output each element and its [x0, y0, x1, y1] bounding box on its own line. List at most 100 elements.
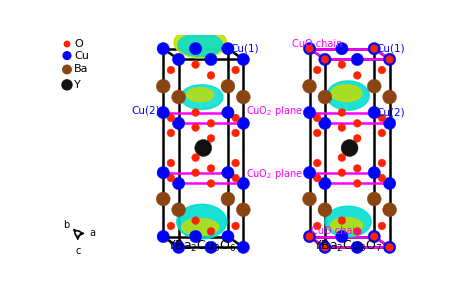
- Circle shape: [207, 135, 214, 142]
- Circle shape: [156, 79, 170, 93]
- Circle shape: [189, 43, 201, 55]
- Circle shape: [353, 119, 360, 127]
- Circle shape: [385, 244, 393, 251]
- Circle shape: [221, 166, 234, 179]
- Circle shape: [383, 241, 395, 253]
- Circle shape: [377, 222, 385, 230]
- Circle shape: [172, 241, 184, 253]
- Circle shape: [167, 129, 174, 137]
- Circle shape: [172, 177, 184, 190]
- Circle shape: [171, 203, 185, 217]
- Circle shape: [318, 177, 330, 190]
- Text: Cu: Cu: [74, 50, 89, 61]
- Circle shape: [305, 45, 313, 52]
- Circle shape: [207, 180, 214, 187]
- Circle shape: [204, 53, 217, 66]
- Circle shape: [350, 53, 363, 66]
- Circle shape: [377, 174, 385, 182]
- Text: Y: Y: [74, 80, 80, 90]
- Circle shape: [313, 159, 320, 167]
- Circle shape: [167, 114, 174, 122]
- Ellipse shape: [186, 88, 213, 102]
- Text: YBa$_2$Cu$_3$O$_6$: YBa$_2$Cu$_3$O$_6$: [167, 239, 236, 254]
- Circle shape: [207, 164, 214, 172]
- Text: Cu(2): Cu(2): [131, 106, 160, 116]
- Circle shape: [367, 166, 379, 179]
- Circle shape: [220, 79, 234, 93]
- Circle shape: [302, 79, 316, 93]
- Circle shape: [317, 203, 331, 217]
- Circle shape: [383, 117, 395, 129]
- Circle shape: [194, 139, 211, 157]
- Text: CuO chain: CuO chain: [310, 226, 361, 236]
- Circle shape: [303, 166, 315, 179]
- Circle shape: [303, 106, 315, 119]
- Circle shape: [340, 139, 357, 157]
- Circle shape: [207, 227, 214, 235]
- Text: Ba: Ba: [74, 64, 88, 75]
- Circle shape: [382, 90, 396, 104]
- Circle shape: [313, 114, 320, 122]
- Circle shape: [335, 43, 347, 55]
- Circle shape: [337, 61, 345, 68]
- Circle shape: [367, 43, 379, 55]
- Circle shape: [207, 72, 214, 79]
- Circle shape: [157, 230, 169, 243]
- Ellipse shape: [174, 27, 226, 58]
- Circle shape: [167, 66, 174, 74]
- Circle shape: [191, 217, 199, 224]
- Circle shape: [231, 174, 239, 182]
- Ellipse shape: [180, 85, 222, 109]
- Circle shape: [385, 56, 393, 63]
- Circle shape: [221, 106, 234, 119]
- Circle shape: [167, 174, 174, 182]
- Ellipse shape: [329, 218, 362, 233]
- Circle shape: [156, 192, 170, 206]
- Circle shape: [191, 154, 199, 162]
- Circle shape: [353, 72, 360, 79]
- Circle shape: [237, 53, 249, 66]
- Text: O: O: [74, 39, 82, 49]
- Circle shape: [318, 241, 330, 253]
- Text: b: b: [63, 220, 69, 230]
- Circle shape: [231, 66, 239, 74]
- Circle shape: [191, 61, 199, 68]
- Circle shape: [353, 227, 360, 235]
- Circle shape: [231, 159, 239, 167]
- Circle shape: [317, 90, 331, 104]
- Circle shape: [335, 230, 347, 243]
- Circle shape: [367, 192, 380, 206]
- Circle shape: [353, 164, 360, 172]
- Circle shape: [172, 117, 184, 129]
- Circle shape: [353, 135, 360, 142]
- Circle shape: [189, 230, 201, 243]
- Circle shape: [62, 80, 72, 90]
- Circle shape: [305, 233, 313, 240]
- Circle shape: [369, 45, 377, 52]
- Circle shape: [171, 90, 185, 104]
- Text: YBa$_2$Cu$_3$O$_7$: YBa$_2$Cu$_3$O$_7$: [313, 239, 382, 254]
- Circle shape: [237, 177, 249, 190]
- Circle shape: [157, 166, 169, 179]
- Circle shape: [353, 180, 360, 187]
- Circle shape: [377, 66, 385, 74]
- Ellipse shape: [326, 81, 368, 110]
- Circle shape: [318, 53, 330, 66]
- Circle shape: [231, 222, 239, 230]
- Circle shape: [369, 233, 377, 240]
- Ellipse shape: [324, 206, 370, 237]
- Circle shape: [303, 230, 315, 243]
- Circle shape: [318, 117, 330, 129]
- Circle shape: [236, 90, 250, 104]
- Circle shape: [64, 41, 69, 47]
- Text: CuO$_2$ plane: CuO$_2$ plane: [245, 104, 302, 118]
- Circle shape: [367, 79, 380, 93]
- Circle shape: [204, 241, 217, 253]
- Circle shape: [303, 43, 315, 55]
- Circle shape: [236, 203, 250, 217]
- Circle shape: [383, 53, 395, 66]
- Text: Cu(1): Cu(1): [376, 44, 404, 54]
- Text: CuO$_2$ plane: CuO$_2$ plane: [245, 167, 302, 181]
- Circle shape: [313, 174, 320, 182]
- Circle shape: [367, 230, 379, 243]
